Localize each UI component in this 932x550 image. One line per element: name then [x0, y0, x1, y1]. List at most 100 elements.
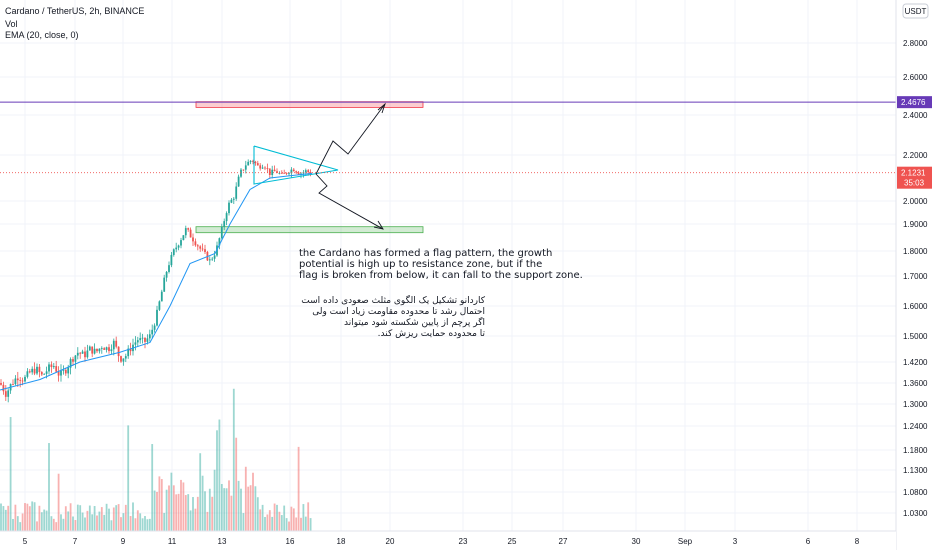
- candle-body: [50, 364, 53, 368]
- candle-body: [86, 350, 89, 358]
- volume-bar: [148, 518, 151, 531]
- current-price-badge[interactable]: [897, 166, 932, 189]
- time-tick-label: 30: [632, 537, 641, 546]
- english-annotation-line: potential is high up to resistance zone,…: [299, 259, 543, 270]
- volume-bar: [307, 502, 310, 531]
- price-tick-label: 2.8000: [903, 39, 928, 48]
- ema-20-line[interactable]: [0, 172, 313, 391]
- resistance-price-badge[interactable]: [897, 96, 932, 109]
- candle-body: [52, 366, 55, 368]
- volume-bar: [16, 516, 19, 531]
- candle-body: [199, 246, 202, 249]
- volume-bar: [256, 497, 259, 531]
- time-tick-label: 18: [337, 537, 346, 546]
- candle-body: [84, 351, 86, 358]
- candle-body: [192, 237, 194, 242]
- symbol-title[interactable]: Cardano / TetherUS, 2h, BINANCE: [5, 6, 145, 16]
- volume-bar: [295, 517, 298, 531]
- volume-bar: [228, 480, 230, 531]
- breakdown-arrow[interactable]: [315, 173, 384, 230]
- candle-body: [180, 240, 182, 246]
- candle-body: [43, 373, 46, 375]
- symmetrical-triangle[interactable]: [253, 145, 339, 185]
- candles: [0, 159, 312, 403]
- time-tick-label: 23: [459, 537, 468, 546]
- candle-body: [160, 291, 163, 302]
- volume-bar: [216, 430, 218, 531]
- candle-body: [189, 229, 192, 238]
- volume-bar: [165, 489, 168, 531]
- volume-bar: [21, 513, 24, 531]
- candle-body: [204, 249, 206, 252]
- grid: [0, 0, 896, 531]
- volume-bar: [242, 513, 245, 531]
- volume-bar: [134, 518, 137, 531]
- volume-bar: [91, 514, 94, 531]
- candle-body: [33, 368, 36, 374]
- currency-badge[interactable]: [902, 3, 929, 19]
- ema-indicator-label[interactable]: EMA (20, close, 0): [5, 30, 79, 40]
- volume-bar: [120, 517, 122, 531]
- price-tick-label: 1.7000: [903, 272, 928, 281]
- time-tick-label: Sep: [678, 537, 693, 546]
- volume-bar: [201, 475, 204, 531]
- volume-bar: [223, 488, 226, 531]
- price-tick-label: 1.6000: [903, 302, 928, 311]
- price-tick-label: 1.3600: [903, 379, 928, 388]
- candle-body: [240, 169, 242, 177]
- volume-bar: [7, 505, 10, 531]
- persian-annotation: کاردانو تشکیل یک الگوی مثلث صعودی داده ا…: [301, 296, 485, 340]
- candle-body: [72, 359, 74, 362]
- vol-indicator-label[interactable]: Vol: [5, 19, 18, 29]
- candle-body: [175, 247, 178, 250]
- persian-annotation-line: احتمال رشد تا محدوده مقاومت زیاد است ولی: [312, 307, 485, 317]
- volume-bar: [160, 479, 163, 531]
- volume-bar: [211, 496, 214, 531]
- volume-bar: [43, 509, 46, 531]
- candle-body: [163, 277, 166, 292]
- candle-body: [139, 338, 142, 341]
- price-axis-bg: [896, 0, 932, 550]
- candle-body: [100, 348, 103, 349]
- candle-body: [31, 368, 34, 373]
- volume-bar: [93, 506, 96, 531]
- candle-body: [12, 384, 14, 385]
- candle-body: [276, 171, 278, 173]
- time-tick-label: 20: [386, 537, 395, 546]
- currency-label: USDT: [905, 7, 927, 16]
- time-tick-label: 11: [168, 537, 177, 546]
- candle-body: [182, 235, 185, 241]
- volume-bar: [213, 469, 216, 531]
- breakout-up-arrow[interactable]: [315, 103, 386, 175]
- support-zone[interactable]: [195, 226, 424, 234]
- volume-bar: [100, 507, 103, 531]
- candle-body: [48, 364, 50, 372]
- time-tick-label: 6: [806, 537, 811, 546]
- candle-body: [16, 378, 19, 381]
- volume-bar: [40, 512, 43, 531]
- candle-body: [307, 170, 310, 173]
- candle-body: [211, 258, 214, 260]
- volume-bar: [271, 516, 274, 531]
- time-tick-label: 8: [855, 537, 860, 546]
- candle-body: [60, 370, 62, 376]
- time-tick-label: 5: [23, 537, 28, 546]
- volume-bar: [266, 514, 269, 531]
- time-tick-label: 7: [73, 537, 78, 546]
- volume-bar: [24, 503, 26, 531]
- volume-bar: [204, 491, 206, 531]
- time-tick-label: 13: [218, 537, 227, 546]
- volume-bar: [192, 497, 194, 531]
- volume-bar: [235, 437, 238, 531]
- candle-body: [252, 160, 254, 162]
- candle-body: [28, 371, 31, 373]
- volume-bar: [232, 388, 235, 531]
- volume-bar: [124, 504, 127, 531]
- candle-body: [144, 337, 146, 342]
- price-tick-label: 1.5000: [903, 332, 928, 341]
- volume-bar: [62, 518, 65, 531]
- volume-bar: [57, 473, 60, 531]
- volume-bar: [76, 504, 79, 531]
